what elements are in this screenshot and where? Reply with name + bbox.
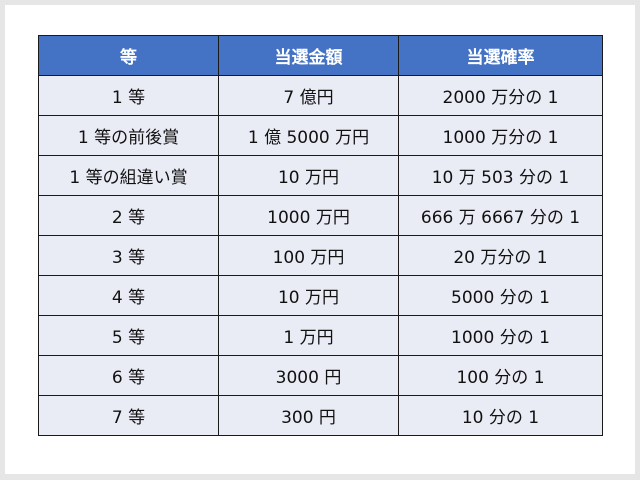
table-row: 1 等の組違い賞 10 万円 10 万 503 分の 1	[38, 155, 603, 196]
cell-grade: 5 等	[38, 315, 219, 356]
cell-grade: 1 等	[38, 75, 219, 116]
cell-grade: 3 等	[38, 235, 219, 276]
cell-grade: 1 等の前後賞	[38, 115, 219, 156]
cell-amount: 10 万円	[218, 275, 399, 316]
cell-amount: 300 円	[218, 395, 399, 436]
table-row: 7 等 300 円 10 分の 1	[38, 395, 603, 436]
cell-amount: 7 億円	[218, 75, 399, 116]
cell-probability: 10 万 503 分の 1	[398, 155, 603, 196]
cell-amount: 10 万円	[218, 155, 399, 196]
cell-amount: 100 万円	[218, 235, 399, 276]
cell-grade: 6 等	[38, 355, 219, 396]
header-grade: 等	[38, 35, 219, 76]
cell-grade: 2 等	[38, 195, 219, 236]
table-row: 3 等 100 万円 20 万分の 1	[38, 235, 603, 276]
header-amount: 当選金額	[218, 35, 399, 76]
cell-probability: 5000 分の 1	[398, 275, 603, 316]
table-row: 2 等 1000 万円 666 万 6667 分の 1	[38, 195, 603, 236]
cell-amount: 1 億 5000 万円	[218, 115, 399, 156]
cell-grade: 4 等	[38, 275, 219, 316]
header-row: 等 当選金額 当選確率	[38, 35, 603, 76]
cell-probability: 100 分の 1	[398, 355, 603, 396]
table-row: 1 等の前後賞 1 億 5000 万円 1000 万分の 1	[38, 115, 603, 156]
cell-probability: 1000 分の 1	[398, 315, 603, 356]
table-row: 4 等 10 万円 5000 分の 1	[38, 275, 603, 316]
cell-probability: 666 万 6667 分の 1	[398, 195, 603, 236]
table-row: 6 等 3000 円 100 分の 1	[38, 355, 603, 396]
cell-probability: 1000 万分の 1	[398, 115, 603, 156]
cell-grade: 7 等	[38, 395, 219, 436]
cell-amount: 1 万円	[218, 315, 399, 356]
cell-amount: 1000 万円	[218, 195, 399, 236]
cell-amount: 3000 円	[218, 355, 399, 396]
cell-probability: 2000 万分の 1	[398, 75, 603, 116]
cell-probability: 20 万分の 1	[398, 235, 603, 276]
cell-grade: 1 等の組違い賞	[38, 155, 219, 196]
header-probability: 当選確率	[398, 35, 603, 76]
cell-probability: 10 分の 1	[398, 395, 603, 436]
